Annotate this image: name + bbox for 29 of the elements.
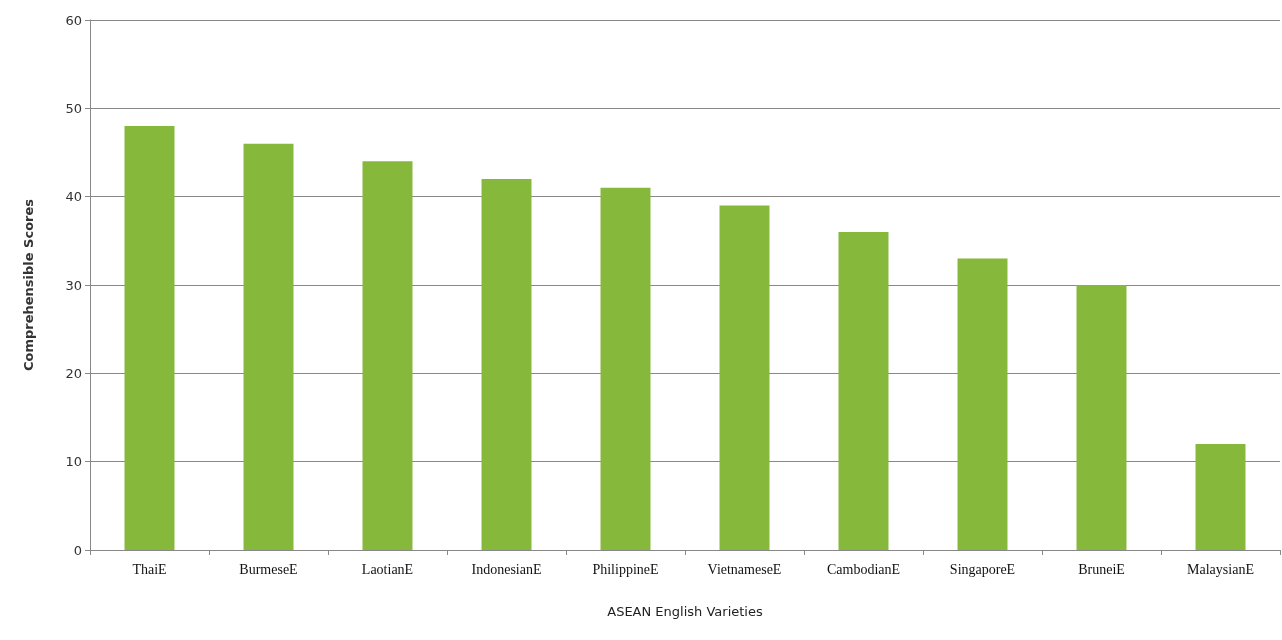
bar: [243, 143, 294, 550]
y-tick-label: 50: [65, 100, 82, 116]
bar: [1195, 444, 1246, 550]
y-tick-label: 40: [65, 189, 82, 205]
x-tick-label: SingaporeE: [949, 561, 1016, 577]
bar: [481, 179, 532, 550]
bar: [600, 187, 651, 550]
x-tick-label: MalaysianE: [1187, 561, 1254, 577]
x-tick-label: BurmeseE: [239, 561, 298, 577]
bar: [362, 161, 413, 550]
y-tick-label: 10: [65, 454, 82, 470]
x-tick-label: PhilippineE: [592, 561, 659, 577]
y-tick-label: 60: [65, 12, 82, 28]
x-tick-label: VietnameseE: [707, 561, 782, 577]
bar: [1076, 285, 1127, 550]
y-tick-label: 20: [65, 365, 82, 381]
bar: [957, 258, 1008, 550]
x-tick-label: CambodianE: [826, 561, 901, 577]
x-tick-label: BruneiE: [1078, 561, 1125, 577]
bar: [124, 126, 175, 550]
x-axis-title: ASEAN English Varieties: [607, 604, 763, 619]
x-tick-label: IndonesianE: [471, 561, 542, 577]
x-tick-label: ThaiE: [132, 561, 167, 577]
bar: [838, 232, 889, 550]
y-tick-label: 30: [65, 277, 82, 293]
bar: [719, 205, 770, 550]
x-tick-label: LaotianE: [361, 561, 414, 577]
y-axis-title: Comprehensible Scores: [21, 198, 36, 372]
y-tick-label: 0: [73, 542, 82, 558]
